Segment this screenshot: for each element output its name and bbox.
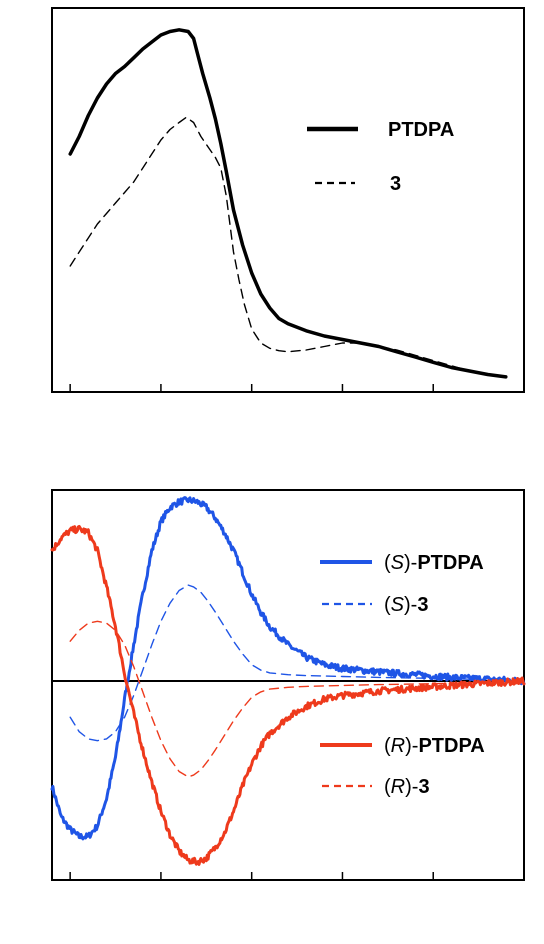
legend-label: (R)-PTDPA <box>384 735 485 757</box>
legend-label-part: R <box>391 776 405 798</box>
legend-label-part: )- <box>405 735 418 757</box>
series-line-1 <box>69 584 525 742</box>
legend-label-part: )- <box>404 594 417 616</box>
legend-label-part: 3 <box>390 173 401 195</box>
legend-label-part: 3 <box>417 594 428 616</box>
legend-label-part: ( <box>384 552 391 574</box>
series-line-1 <box>69 116 507 378</box>
plot-frame <box>51 7 525 393</box>
legend-label: (R)-3 <box>384 776 430 798</box>
series-line-0 <box>68 28 508 379</box>
legend-label-part: PTDPA <box>388 119 454 141</box>
legend-label-part: )- <box>404 552 417 574</box>
series-line-0 <box>50 496 526 841</box>
legend-label-part: S <box>391 552 405 574</box>
legend-label: 3 <box>390 173 401 195</box>
legend-label-part: PTDPA <box>418 735 484 757</box>
legend-label-part: R <box>391 735 405 757</box>
legend-label-part: ( <box>384 735 391 757</box>
legend-label: (S)-3 <box>384 594 428 616</box>
legend-label: (S)-PTDPA <box>384 552 484 574</box>
legend-label-part: PTDPA <box>417 552 483 574</box>
legend-label-part: ( <box>384 776 391 798</box>
legend-label-part: S <box>391 594 405 616</box>
legend-label-part: 3 <box>418 776 429 798</box>
legend-label-part: ( <box>384 594 391 616</box>
legend-label: PTDPA <box>388 119 454 141</box>
chart-panel-a: PTDPA 3 <box>51 7 525 393</box>
chart-panel-b: (S)-PTDPA(S)-3(R)-PTDPA(R)-3 <box>50 489 526 881</box>
legend-label-part: )- <box>405 776 418 798</box>
series-line-3 <box>69 620 525 778</box>
series-line-2 <box>50 524 526 866</box>
